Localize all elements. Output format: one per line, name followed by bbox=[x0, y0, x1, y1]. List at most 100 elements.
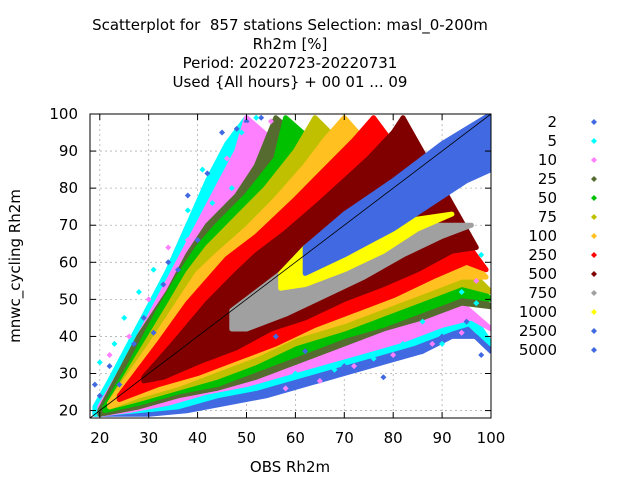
scatter-point-2-2 bbox=[106, 363, 113, 370]
scatter-point-2-19 bbox=[341, 363, 348, 370]
scatter-point-5-20 bbox=[473, 300, 480, 307]
legend-marker-5000 bbox=[591, 347, 597, 353]
scatter-point-5-7 bbox=[199, 166, 206, 173]
y-axis-label: mnwc_cycling Rh2m bbox=[6, 189, 25, 343]
scatter-point-2-16 bbox=[258, 114, 265, 121]
scatter-point-2-1 bbox=[96, 392, 103, 399]
identity-diagonal-line bbox=[89, 113, 492, 419]
legend-marker-5 bbox=[591, 138, 597, 144]
x-tick-label-30: 30 bbox=[139, 429, 158, 447]
scatter-point-10-14 bbox=[458, 329, 465, 336]
x-tick-label-100: 100 bbox=[477, 429, 506, 447]
scatter-point-10-2 bbox=[145, 296, 152, 303]
y-tick-label-50: 50 bbox=[59, 290, 78, 308]
y-tick-label-80: 80 bbox=[59, 179, 78, 197]
y-tick-label-70: 70 bbox=[59, 216, 78, 234]
y-tick-label-30: 30 bbox=[59, 365, 78, 383]
scatter-point-2-15 bbox=[243, 118, 250, 125]
scatter-point-2-18 bbox=[302, 348, 309, 355]
legend-label-25: 25 bbox=[538, 170, 557, 188]
y-tick-label-60: 60 bbox=[59, 253, 78, 271]
chart-title-line-1: Scatterplot for 857 stations Selection: … bbox=[92, 16, 488, 34]
x-tick-label-50: 50 bbox=[237, 429, 256, 447]
legend-marker-2500 bbox=[591, 328, 597, 334]
legend-label-5: 5 bbox=[547, 132, 557, 150]
scatter-point-10-5 bbox=[204, 211, 211, 218]
scatter-point-5-18 bbox=[439, 340, 446, 347]
scatter-point-2-7 bbox=[160, 281, 167, 288]
scatter-point-10-11 bbox=[351, 363, 358, 370]
legend-label-2: 2 bbox=[547, 113, 557, 131]
legend-label-1000: 1000 bbox=[519, 303, 557, 321]
scatter-point-5-4 bbox=[150, 266, 157, 273]
scatter-point-10-6 bbox=[223, 155, 230, 162]
scatter-point-2-8 bbox=[165, 259, 172, 266]
scatter-point-5-5 bbox=[170, 255, 177, 262]
legend-label-50: 50 bbox=[538, 189, 557, 207]
scatter-point-2-20 bbox=[380, 374, 387, 381]
scatter-point-2-4 bbox=[131, 340, 138, 347]
chart-title: Scatterplot for 857 stations Selection: … bbox=[0, 16, 580, 92]
legend-label-10: 10 bbox=[538, 151, 557, 169]
scatter-point-5-0 bbox=[96, 359, 103, 366]
scatter-point-5-1 bbox=[111, 340, 118, 347]
scatter-point-2-5 bbox=[140, 314, 147, 321]
scatter-point-2-10 bbox=[184, 192, 191, 199]
x-tick-label-70: 70 bbox=[335, 429, 354, 447]
legend-marker-75 bbox=[591, 214, 597, 220]
scatter-point-5-6 bbox=[184, 207, 191, 214]
x-tick-label-60: 60 bbox=[286, 429, 305, 447]
scatter-point-10-1 bbox=[126, 333, 133, 340]
y-tick-label-90: 90 bbox=[59, 142, 78, 160]
scatter-point-5-10 bbox=[228, 185, 235, 192]
legend-marker-750 bbox=[591, 290, 597, 296]
scatter-point-10-3 bbox=[165, 244, 172, 251]
legend-label-250: 250 bbox=[528, 246, 557, 264]
scatter-point-10-7 bbox=[243, 122, 250, 129]
chart-title-line-3: Period: 20220723-20220731 bbox=[182, 54, 398, 72]
scatter-point-10-13 bbox=[429, 340, 436, 347]
plot-frame bbox=[89, 113, 492, 419]
x-tick-label-90: 90 bbox=[433, 429, 452, 447]
legend-label-5000: 5000 bbox=[519, 341, 557, 359]
x-tick-label-20: 20 bbox=[90, 429, 109, 447]
x-tick-label-80: 80 bbox=[384, 429, 403, 447]
scatter-point-2-23 bbox=[463, 318, 470, 325]
legend-marker-250 bbox=[591, 252, 597, 258]
legend-label-500: 500 bbox=[528, 265, 557, 283]
scatter-point-2-11 bbox=[194, 237, 201, 244]
scatter-point-5-19 bbox=[458, 288, 465, 295]
legend-label-750: 750 bbox=[528, 284, 557, 302]
scatter-point-2-0 bbox=[91, 381, 98, 388]
scatter-point-5-13 bbox=[292, 370, 299, 377]
axis-ticks: 20 30 40 50 60 70 80 90 100 20 30 40 50 60 70 80 90 100 bbox=[49, 105, 505, 447]
y-tick-label-20: 20 bbox=[59, 402, 78, 420]
y-tick-label-100: 100 bbox=[49, 105, 78, 123]
legend-marker-50 bbox=[591, 195, 597, 201]
legend-marker-2 bbox=[591, 119, 597, 125]
density-bands bbox=[92, 114, 491, 417]
scatter-point-10-10 bbox=[316, 377, 323, 384]
legend-label-2500: 2500 bbox=[519, 322, 557, 340]
legend-marker-500 bbox=[591, 271, 597, 277]
legend-marker-100 bbox=[591, 233, 597, 239]
legend-marker-25 bbox=[591, 176, 597, 182]
scatter-point-2-13 bbox=[219, 129, 226, 136]
scatter-point-5-15 bbox=[370, 355, 377, 362]
scatter-point-10-8 bbox=[267, 118, 274, 125]
scatter-point-10-15 bbox=[473, 277, 480, 284]
scatter-point-5-14 bbox=[331, 366, 338, 373]
scatter-point-10-0 bbox=[106, 351, 113, 358]
scatter-point-2-12 bbox=[204, 170, 211, 177]
scatter-point-10-9 bbox=[282, 385, 289, 392]
scatter-point-5-12 bbox=[253, 114, 260, 121]
scatter-point-10-4 bbox=[184, 237, 191, 244]
scatter-point-5-3 bbox=[135, 288, 142, 295]
density-band-5000 bbox=[302, 114, 491, 276]
x-axis-label: OBS Rh2m bbox=[250, 458, 330, 476]
scatter-point-2-9 bbox=[175, 266, 182, 273]
legend-label-100: 100 bbox=[528, 227, 557, 245]
scatter-point-5-11 bbox=[238, 129, 245, 136]
scatter-point-5-9 bbox=[219, 155, 226, 162]
